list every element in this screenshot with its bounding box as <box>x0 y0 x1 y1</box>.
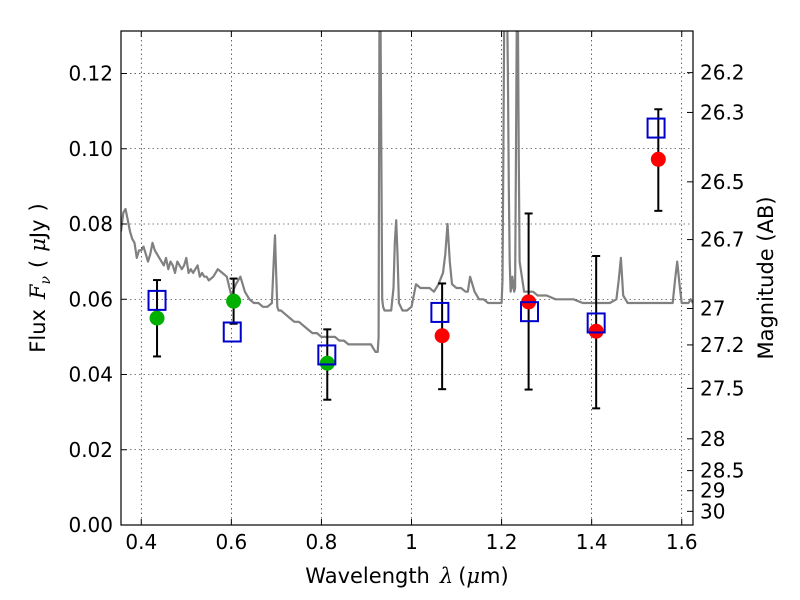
mag-tick-label: 29 <box>700 479 725 503</box>
mag-tick-label: 28.5 <box>700 459 745 483</box>
model-flux-square <box>586 312 606 334</box>
x-axis-label-unit-rest: m) <box>480 564 509 588</box>
data-point <box>149 310 165 326</box>
y-tick-label: 0.00 <box>68 513 113 537</box>
x-tick-label: 1.2 <box>486 530 518 554</box>
y-tick-label: 0.10 <box>68 137 113 161</box>
data-point <box>226 293 242 309</box>
y-axis-label-unit-rest: Jy <box>26 219 50 240</box>
y-tick-label: 0.12 <box>68 62 113 86</box>
y-axis-label-unit-close: ) <box>26 203 50 211</box>
x-tick-label: 0.4 <box>125 530 157 554</box>
y-tick-label: 0.06 <box>68 287 113 311</box>
mag-tick-label: 26.3 <box>700 100 745 124</box>
model-flux-square <box>646 117 666 139</box>
mag-tick-label: 28 <box>700 427 725 451</box>
y-tick-label: 0.08 <box>68 212 113 236</box>
x-tick-label: 0.6 <box>215 530 247 554</box>
x-axis-label: Wavelength λ (μm) <box>305 564 508 588</box>
y-axis-label: Flux Fν ( μJy) <box>26 203 54 352</box>
y-tick-label: 0.02 <box>68 438 113 462</box>
mag-tick-label: 27.5 <box>700 376 745 400</box>
mag-tick-label: 27.2 <box>700 333 745 357</box>
mag-tick-label: 26.7 <box>700 228 745 252</box>
model-flux-square <box>317 344 337 366</box>
marker-layer <box>147 117 666 371</box>
y-axis-label-prefix: Flux <box>26 309 50 353</box>
x-tick-label: 1.4 <box>576 530 608 554</box>
x-tick-label: 1.6 <box>666 530 698 554</box>
tick-layer: 0.4 0.6 0.8 1 1.2 1.4 1.6 0.00 0.02 0.04 0.06 0.08 0… <box>68 31 745 554</box>
plot-background <box>121 31 693 525</box>
mag-tick-label: 26.5 <box>700 170 745 194</box>
x-tick-label: 0.8 <box>306 530 338 554</box>
model-flux-square <box>222 321 242 343</box>
model-flux-square <box>430 301 450 323</box>
y-axis-label-unit-mu: μ <box>26 238 50 252</box>
plot-frame <box>120 30 694 526</box>
mag-tick-label: 26.2 <box>700 61 745 85</box>
x-axis-label-unit-open: ( <box>458 564 466 588</box>
data-point <box>588 323 604 339</box>
x-axis-label-prefix: Wavelength <box>305 564 430 588</box>
y-axis-label-unit-open: ( <box>26 260 50 268</box>
data-point <box>319 355 335 371</box>
model-flux-square <box>520 301 540 323</box>
model-spectrum-line <box>121 31 693 353</box>
model-flux-square <box>147 289 167 311</box>
data-point <box>650 151 666 167</box>
x-tick-label: 1 <box>405 530 418 554</box>
x-axis-label-symbol: λ <box>439 564 453 588</box>
spectrum-layer <box>121 31 693 353</box>
mag-tick-label: 27 <box>700 296 725 320</box>
data-point <box>434 328 450 344</box>
x-axis-label-unit-mu: μ <box>466 564 480 588</box>
mag-tick-label: 30 <box>700 499 725 523</box>
y-axis-label-symbol-sub: ν <box>38 275 54 284</box>
y-axis-label-symbol: F <box>26 283 50 300</box>
y2-axis-label: Magnitude (AB) <box>754 196 778 359</box>
y-tick-label: 0.04 <box>68 363 113 387</box>
